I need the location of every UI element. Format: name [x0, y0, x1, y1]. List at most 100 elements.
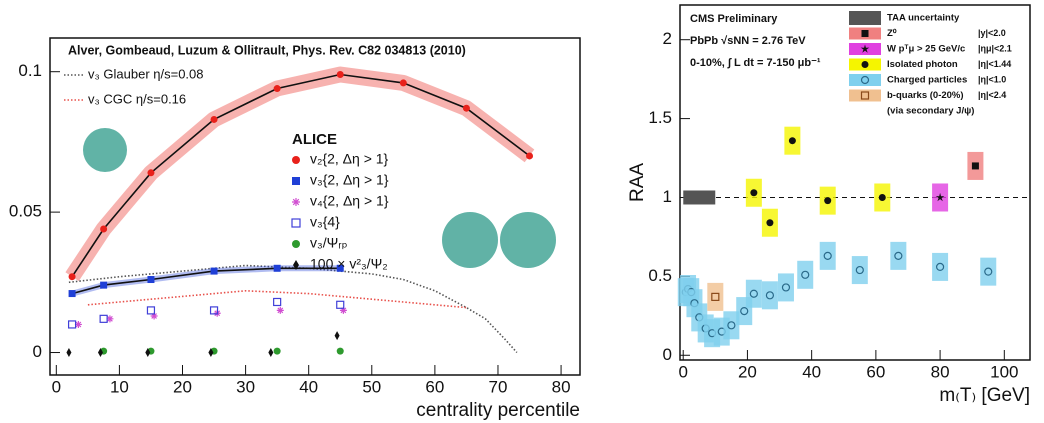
point	[801, 270, 810, 279]
x-tick-label: 30	[236, 377, 255, 396]
series-line	[87, 289, 467, 309]
point	[268, 348, 274, 358]
point	[336, 71, 344, 79]
point	[145, 348, 151, 358]
point	[750, 189, 758, 197]
point	[399, 79, 407, 87]
x-axis-label: m₍T₎ [GeV]	[939, 385, 1030, 406]
legend-band	[849, 74, 881, 86]
uncertainty-box	[761, 281, 778, 310]
legend-label: v₃/Ψᵣₚ	[310, 235, 348, 251]
x-tick-label: 40	[802, 362, 821, 381]
point	[824, 197, 832, 205]
legend-label: TAA uncertainty	[887, 13, 960, 24]
legend-label: v₂{2, Δη > 1}	[310, 151, 389, 167]
y-tick-label: 0.05	[9, 202, 42, 221]
legend-label: Charged particles	[887, 75, 967, 86]
point	[336, 300, 345, 309]
legend-marker	[849, 11, 881, 25]
x-tick-label: 10	[110, 377, 129, 396]
legend-marker	[292, 156, 300, 164]
legend-label: 100 × v²₃/Ψ₂	[310, 256, 388, 272]
series-line	[68, 264, 518, 354]
point	[334, 331, 340, 341]
legend-marker	[860, 75, 870, 85]
uncertainty-box	[932, 252, 949, 281]
uncertainty-box	[745, 279, 762, 308]
point	[336, 347, 344, 355]
x-tick-label: 60	[425, 377, 444, 396]
chart-title: Alver, Gombeaud, Luzum & Ollitrault, Phy…	[68, 43, 466, 57]
annotation: CMS Preliminary	[690, 13, 778, 25]
point	[106, 315, 114, 323]
point	[67, 320, 77, 329]
point	[273, 264, 281, 272]
legend-cut: |η|<1.0	[978, 74, 1006, 84]
point	[276, 306, 284, 314]
x-tick-label: 50	[362, 377, 381, 396]
plot-frame	[679, 4, 1031, 361]
legend-label: Isolated photon	[887, 59, 958, 70]
point	[749, 289, 758, 298]
x-axis-label: centrality percentile	[416, 400, 580, 421]
x-tick-label: 100	[990, 362, 1018, 381]
point	[935, 192, 945, 202]
point	[788, 137, 796, 145]
x-tick-label: 40	[299, 377, 318, 396]
legend-marker	[861, 61, 869, 68]
annotation: 0-10%, ∫ L dt = 7-150 μb⁻¹	[690, 57, 821, 69]
nucleus	[500, 212, 556, 268]
y-tick-label: 0	[33, 342, 42, 361]
legend-marker	[860, 91, 870, 100]
point	[935, 262, 945, 272]
point	[273, 297, 282, 307]
nucleus	[442, 212, 498, 268]
legend-marker	[292, 177, 300, 185]
legend-cut: |y|<2.0	[978, 28, 1006, 38]
point	[823, 251, 832, 260]
point	[210, 267, 218, 275]
point	[984, 267, 993, 276]
point	[100, 281, 108, 289]
legend-marker	[860, 44, 870, 53]
legend-band	[849, 89, 881, 102]
point	[147, 276, 155, 284]
point	[711, 292, 720, 301]
x-tick-label: 20	[173, 377, 192, 396]
point	[97, 348, 103, 358]
y-tick-label: 0.1	[18, 61, 42, 80]
point	[339, 306, 347, 314]
point	[740, 306, 749, 316]
point	[66, 348, 72, 358]
y-tick-label: 1	[663, 187, 672, 206]
point	[462, 104, 470, 112]
point	[74, 320, 82, 328]
nucleus	[83, 128, 127, 172]
legend-label: v₃ Glauber η/s=0.08	[88, 66, 204, 81]
y-tick-label: 0	[663, 345, 672, 364]
point	[526, 152, 534, 160]
legend-label: b-quarks (0-20%)	[887, 90, 964, 101]
x-tick-label: 60	[866, 362, 885, 381]
point	[99, 314, 108, 323]
legend-title: ALICE	[292, 131, 337, 148]
legend-note: (via secondary J/ψ)	[887, 106, 974, 117]
point	[146, 306, 156, 315]
legend-cut: |ημ|<2.1	[978, 43, 1012, 53]
uncertainty-box	[723, 311, 740, 340]
nucleus-icons	[83, 128, 556, 268]
y-tick-label: 0.5	[648, 266, 672, 285]
legend-marker	[291, 218, 301, 228]
point	[209, 306, 219, 315]
point	[336, 264, 344, 272]
x-tick-label: 20	[738, 362, 757, 381]
x-tick-label: 80	[931, 362, 950, 381]
legend-label: v₃{4}	[310, 214, 340, 230]
uncertainty-box	[980, 257, 997, 286]
uncertainty-box	[819, 241, 836, 270]
uncertainty-box	[797, 260, 814, 289]
point	[273, 347, 281, 355]
point	[855, 265, 864, 275]
legend-label: v₃ CGC η/s=0.16	[88, 91, 186, 106]
point	[150, 312, 158, 320]
